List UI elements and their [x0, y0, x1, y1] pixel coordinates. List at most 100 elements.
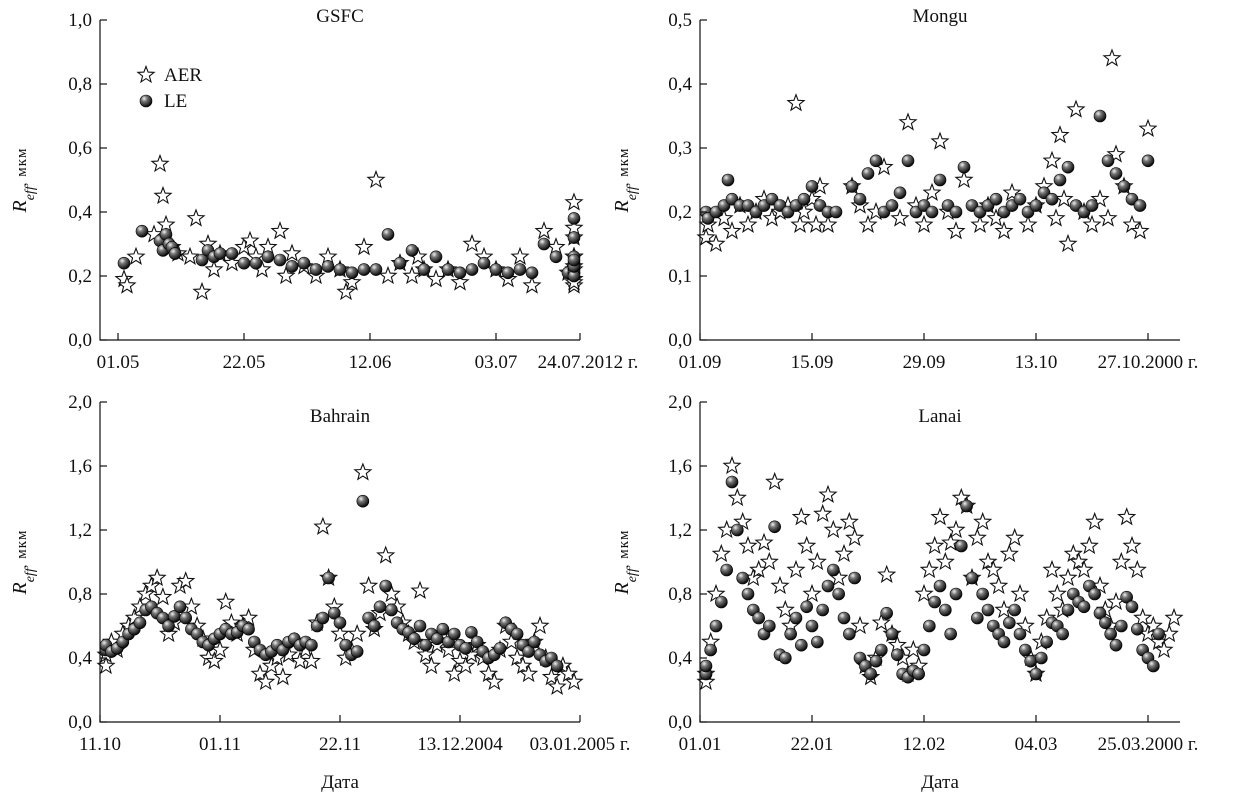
- aer-point: [150, 153, 170, 173]
- aer-point: [221, 612, 241, 631]
- le-point: [805, 619, 819, 633]
- aer-point: [530, 615, 550, 635]
- le-point: [493, 642, 507, 655]
- aer-point: [1042, 150, 1062, 169]
- aer-point: [914, 214, 934, 233]
- le-point: [356, 494, 370, 508]
- le-point: [162, 619, 175, 633]
- le-point: [845, 180, 859, 193]
- y-tick-label: 1,6: [68, 456, 92, 477]
- aer-point: [421, 655, 441, 675]
- x-tick-label: 11.10: [79, 734, 121, 755]
- aer-point: [967, 527, 987, 547]
- legend: AER LE: [136, 64, 202, 112]
- aer-point: [1046, 208, 1066, 227]
- le-point: [213, 247, 227, 260]
- le-point: [1093, 109, 1107, 123]
- aer-point: [1085, 511, 1105, 531]
- aer-point: [706, 583, 726, 603]
- le-point: [976, 587, 989, 601]
- aer-point: [754, 532, 774, 551]
- le-point: [837, 611, 851, 625]
- le-point: [848, 571, 861, 585]
- x-tick-label: 01.11: [199, 734, 241, 755]
- x-axis-label: Дата: [921, 772, 959, 793]
- aer-point: [126, 246, 146, 265]
- y-tick-label: 1,2: [668, 520, 692, 541]
- aer-point: [1015, 615, 1035, 635]
- le-point: [725, 475, 739, 489]
- y-tick-label: 0,3: [668, 138, 692, 159]
- y-tick-label: 1,0: [68, 10, 92, 31]
- le-point: [1013, 627, 1027, 641]
- aer-point: [354, 237, 374, 256]
- le-point: [322, 571, 335, 585]
- le-point: [795, 638, 808, 652]
- aer-point: [301, 651, 321, 670]
- le-point: [447, 627, 461, 641]
- le-point: [912, 667, 925, 681]
- le-point: [875, 643, 888, 657]
- le-point: [135, 224, 149, 238]
- aer-point: [946, 221, 966, 240]
- aer-point: [999, 543, 1019, 563]
- y-axis-label: Reff, мкм: [9, 148, 38, 214]
- le-point: [465, 626, 478, 639]
- le-point: [891, 648, 904, 662]
- le-point: [345, 266, 359, 280]
- le-point: [357, 263, 371, 276]
- le-point: [784, 627, 797, 641]
- aer-point: [462, 233, 482, 253]
- le-point: [843, 627, 856, 641]
- aer-point: [970, 214, 990, 233]
- y-tick-label: 1,2: [68, 520, 92, 541]
- le-point: [949, 587, 963, 601]
- aer-point: [839, 511, 859, 531]
- aer-point: [240, 230, 260, 249]
- aer-point: [250, 663, 270, 683]
- aer-point: [1042, 559, 1062, 579]
- le-point: [133, 616, 147, 630]
- aer-point: [786, 93, 806, 112]
- x-tick-label: 01.01: [679, 734, 722, 755]
- le-point: [1101, 154, 1115, 168]
- aer-point: [256, 671, 276, 691]
- aer-point: [1047, 583, 1067, 603]
- x-tick-label: 13.10: [1015, 352, 1058, 373]
- aer-point: [507, 647, 527, 667]
- le-point: [477, 256, 491, 270]
- aer-point: [727, 487, 747, 507]
- y-tick-label: 1,6: [668, 456, 692, 477]
- aer-point: [738, 535, 758, 555]
- x-ticks: 01.05 22.05 12.06 03.07 24.07.2012 г.: [97, 333, 638, 373]
- y-tick-label: 0,1: [668, 266, 692, 287]
- legend-label-aer: AER: [164, 65, 202, 86]
- aer-point: [1002, 182, 1022, 201]
- aer-point: [823, 519, 843, 539]
- le-point: [704, 643, 717, 657]
- aer-point: [564, 192, 584, 211]
- le-point: [944, 627, 957, 641]
- le-point: [1029, 667, 1043, 681]
- aer-point: [359, 575, 379, 595]
- aer-point: [186, 208, 206, 227]
- x-tick-label: 22.11: [319, 734, 361, 755]
- aer-point: [559, 663, 579, 683]
- aer-point: [479, 663, 499, 683]
- le-point: [1061, 603, 1075, 617]
- le-point: [1117, 180, 1131, 193]
- le-point: [768, 520, 781, 534]
- aer-point: [153, 587, 173, 606]
- le-point: [381, 228, 395, 241]
- x-tick-label: 03.01.2005 г.: [530, 734, 631, 755]
- le-point: [385, 603, 398, 617]
- y-tick-label: 0,8: [68, 74, 92, 95]
- x-tick-label: 03.07: [475, 352, 518, 373]
- aer-point: [204, 651, 224, 670]
- le-point: [567, 231, 581, 244]
- le-point: [933, 579, 947, 593]
- le-point: [1008, 603, 1021, 617]
- panel-title: GSFC: [316, 6, 364, 27]
- aer-point: [790, 214, 810, 233]
